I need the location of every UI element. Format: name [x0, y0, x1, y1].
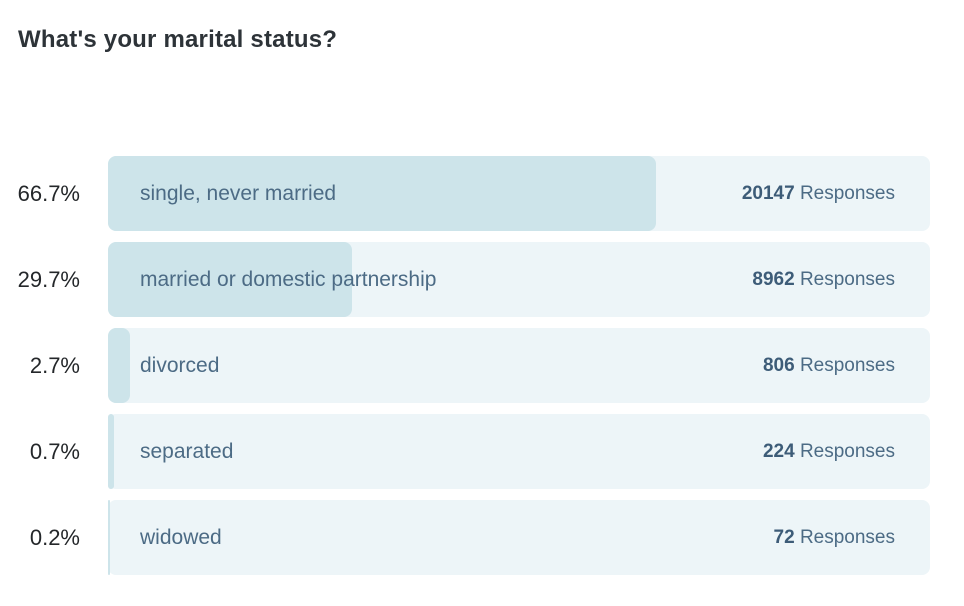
chart-title: What's your marital status? [18, 26, 338, 53]
responses-word: Responses [799, 526, 895, 548]
bar-row: 29.7% married or domestic partnership 89… [0, 242, 964, 317]
percent-label: 2.7% [29, 352, 80, 378]
bar-fill [108, 500, 110, 575]
responses-label: 806 Responses [763, 355, 895, 377]
responses-word: Responses [799, 182, 895, 204]
responses-word: Responses [799, 354, 895, 376]
bar-row: 0.2% widowed 72 Responses [0, 500, 964, 575]
answer-label: separated [140, 439, 234, 463]
percent-label: 29.7% [17, 266, 80, 292]
answer-label: married or domestic partnership [140, 267, 437, 291]
answer-label: single, never married [140, 181, 337, 205]
bar-chart: 66.7% single, never married 20147 Respon… [0, 156, 964, 586]
response-count: 806 [762, 354, 795, 376]
responses-label: 224 Responses [763, 441, 895, 463]
bar-track: separated 224 Responses [108, 414, 930, 489]
percent-label: 0.7% [29, 438, 80, 464]
bar-track: widowed 72 Responses [108, 500, 930, 575]
response-count: 8962 [752, 268, 795, 290]
percent-label: 66.7% [17, 180, 80, 206]
bar-fill [108, 328, 131, 403]
response-count: 20147 [741, 182, 795, 204]
responses-word: Responses [799, 440, 895, 462]
response-count: 224 [762, 440, 795, 462]
bar-track: divorced 806 Responses [108, 328, 930, 403]
bar-fill [108, 156, 657, 231]
responses-word: Responses [799, 268, 895, 290]
bar-row: 0.7% separated 224 Responses [0, 414, 964, 489]
bar-fill [108, 242, 353, 317]
responses-label: 20147 Responses [742, 183, 895, 205]
bar-row: 66.7% single, never married 20147 Respon… [0, 156, 964, 231]
bar-fill [108, 414, 114, 489]
response-count: 72 [773, 526, 795, 548]
bar-track: single, never married 20147 Responses [108, 156, 930, 231]
answer-label: widowed [140, 525, 222, 549]
bar-track: married or domestic partnership 8962 Res… [108, 242, 930, 317]
bar-row: 2.7% divorced 806 Responses [0, 328, 964, 403]
answer-label: divorced [140, 353, 220, 377]
percent-label: 0.2% [29, 524, 80, 550]
responses-label: 8962 Responses [752, 269, 895, 291]
responses-label: 72 Responses [774, 527, 895, 549]
